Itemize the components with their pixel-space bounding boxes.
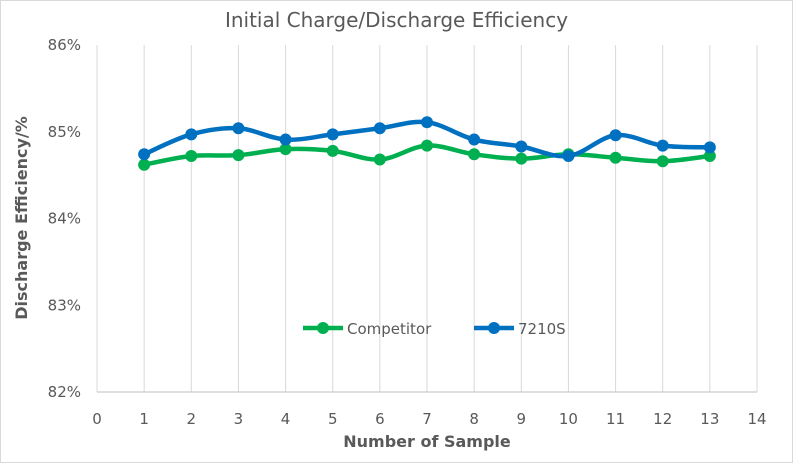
x-tick-label: 10: [559, 410, 578, 428]
data-point-7210s: [279, 133, 292, 146]
data-point-competitor: [326, 144, 339, 157]
x-axis-title: Number of Sample: [343, 432, 511, 451]
data-point-competitor: [703, 150, 716, 163]
data-point-competitor: [421, 139, 433, 152]
x-tick-label: 9: [517, 410, 527, 428]
x-tick-label: 12: [653, 410, 672, 428]
x-tick-label: 6: [375, 410, 385, 428]
data-point-7210s: [232, 122, 245, 135]
data-point-competitor: [373, 153, 386, 166]
data-point-competitor: [656, 155, 669, 168]
x-tick-label: 5: [328, 410, 338, 428]
legend-marker-7210s: [488, 322, 500, 334]
legend-label-7210s: 7210S: [518, 320, 566, 338]
data-point-competitor: [468, 148, 481, 161]
series-layer: [138, 116, 716, 171]
x-tick-label: 0: [92, 410, 102, 428]
y-tick-label: 83%: [48, 296, 81, 314]
data-point-competitor: [138, 158, 151, 171]
x-tick-label: 11: [606, 410, 625, 428]
data-point-7210s: [468, 133, 481, 146]
y-tick-label: 84%: [48, 210, 81, 228]
data-point-7210s: [138, 148, 151, 161]
gridlines: [96, 45, 758, 392]
legend-label-competitor: Competitor: [347, 320, 432, 338]
x-tick-label: 8: [469, 410, 479, 428]
data-point-7210s: [326, 128, 339, 141]
data-point-7210s: [703, 141, 716, 154]
x-tick-label: 2: [187, 410, 197, 428]
data-point-7210s: [185, 128, 198, 141]
x-tick-label: 7: [422, 410, 432, 428]
x-tick-label: 4: [281, 410, 291, 428]
data-point-competitor: [185, 150, 198, 163]
chart-title: Initial Charge/Discharge Efficiency: [224, 8, 569, 32]
data-point-7210s: [515, 140, 528, 153]
y-axis-title: Discharge Efficiency/%: [12, 116, 31, 320]
data-point-competitor: [279, 143, 292, 156]
x-tick-label: 3: [234, 410, 244, 428]
data-point-7210s: [421, 116, 433, 129]
data-point-7210s: [656, 139, 669, 152]
x-tick-label: 1: [139, 410, 149, 428]
y-tick-label: 86%: [48, 36, 81, 54]
data-point-competitor: [232, 149, 245, 162]
data-point-competitor: [609, 151, 622, 164]
x-tick-label: 14: [747, 410, 766, 428]
y-tick-label: 85%: [48, 123, 81, 141]
legend: Competitor 7210S: [303, 320, 566, 338]
y-tick-label: 82%: [48, 383, 81, 401]
data-point-7210s: [562, 150, 575, 163]
data-point-7210s: [609, 129, 622, 142]
x-tick-label: 13: [700, 410, 719, 428]
data-point-competitor: [515, 152, 528, 165]
data-point-7210s: [373, 122, 386, 135]
legend-marker-competitor: [317, 322, 329, 334]
